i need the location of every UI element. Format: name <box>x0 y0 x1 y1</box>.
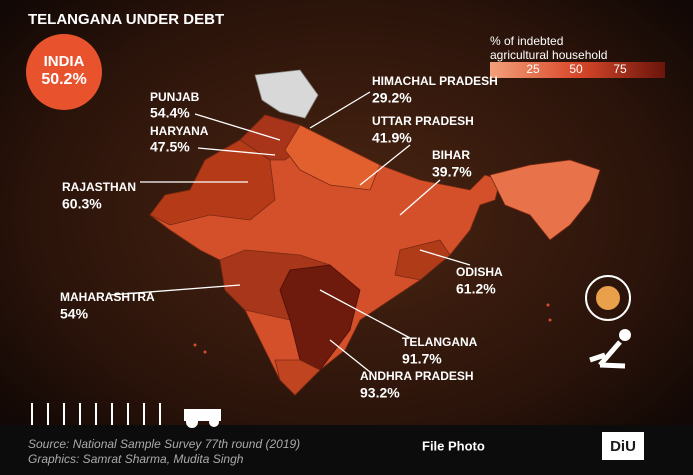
legend: % of indebted agricultural household 25 … <box>490 34 665 78</box>
legend-title: % of indebted <box>490 34 563 48</box>
state-value: 41.9% <box>372 130 412 146</box>
connector <box>399 179 441 216</box>
state-value: 39.7% <box>432 164 472 180</box>
map-island <box>193 343 197 347</box>
state-value: 29.2% <box>372 90 412 106</box>
photo-note: File Photo <box>422 438 485 453</box>
connector <box>109 284 241 296</box>
legend-tick: 50 <box>569 62 583 76</box>
map-island <box>546 303 550 307</box>
map-kerala-tn <box>274 359 321 396</box>
tractor-wheel <box>186 416 198 428</box>
state-name: UTTAR PRADESH <box>372 114 474 128</box>
tractor-wheel <box>209 417 219 427</box>
map-island <box>203 350 207 354</box>
state-name: HIMACHAL PRADESH <box>372 74 498 88</box>
map-uttar-pradesh <box>284 124 381 191</box>
footer-band <box>0 425 693 475</box>
state-name: HARYANA <box>150 124 209 138</box>
badge-label: INDIA <box>44 53 85 70</box>
legend-tick: 25 <box>526 62 540 76</box>
figure-head <box>619 329 631 341</box>
state-value: 93.2% <box>360 385 400 401</box>
money-bag <box>596 286 620 310</box>
logo: DiU <box>610 438 636 455</box>
state-value: 60.3% <box>62 196 102 212</box>
title: TELANGANA UNDER DEBT <box>28 11 224 28</box>
logo-box <box>602 432 644 460</box>
legend-tick: 75 <box>613 62 627 76</box>
state-name: PUNJAB <box>150 90 200 104</box>
state-name: BIHAR <box>432 148 470 162</box>
coin-bubble <box>585 275 631 321</box>
decor-wheat <box>31 403 221 428</box>
figure-body <box>589 340 626 369</box>
state-value: 54.4% <box>150 105 190 121</box>
connector <box>194 113 281 141</box>
credits: Graphics: Samrat Sharma, Mudita Singh <box>28 452 244 466</box>
badge-value: 50.2% <box>41 71 86 88</box>
state-name: TELANGANA <box>402 335 478 349</box>
connector <box>197 147 276 156</box>
state-name: RAJASTHAN <box>62 180 136 194</box>
connector <box>319 289 411 339</box>
map-northeast <box>489 159 601 241</box>
connector <box>359 144 411 186</box>
decor-farmer <box>585 275 631 369</box>
tractor <box>184 409 221 421</box>
map-jammu-himachal <box>254 69 319 119</box>
source: Source: National Sample Survey 77th roun… <box>28 437 300 451</box>
map-odisha <box>394 239 451 281</box>
state-name: MAHARASHTRA <box>60 290 155 304</box>
state-value: 54% <box>60 306 89 322</box>
state-name: ANDHRA PRADESH <box>360 369 474 383</box>
badge-circle <box>26 34 102 110</box>
state-value: 91.7% <box>402 351 442 367</box>
map-island <box>548 318 552 322</box>
state-labels: PUNJAB 54.4% HARYANA 47.5% RAJASTHAN 60.… <box>60 74 503 401</box>
connector <box>419 249 471 266</box>
national-badge: INDIA 50.2% <box>26 34 102 110</box>
state-name: ODISHA <box>456 265 503 279</box>
connector <box>309 91 371 129</box>
legend-bar <box>490 62 665 78</box>
connector <box>329 339 371 373</box>
legend-title: agricultural household <box>490 48 607 62</box>
state-value: 47.5% <box>150 139 190 155</box>
state-value: 61.2% <box>456 281 496 297</box>
connectors <box>109 91 471 373</box>
